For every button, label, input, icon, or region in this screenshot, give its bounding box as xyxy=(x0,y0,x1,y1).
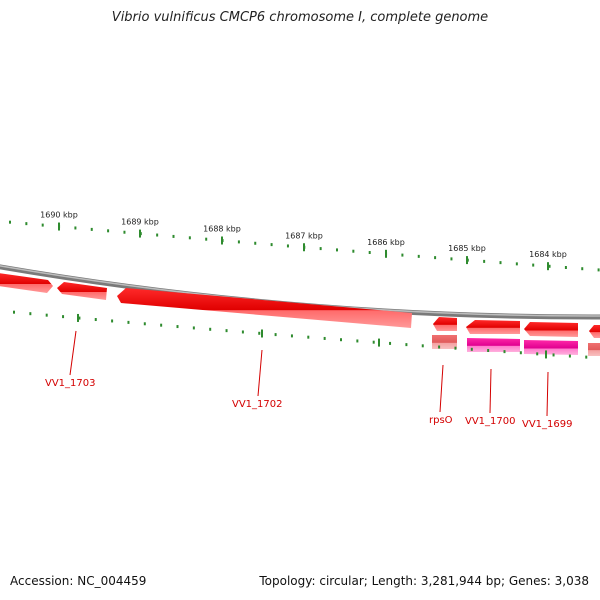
leader-line xyxy=(546,371,549,417)
scale-tick-label: 1686 kbp xyxy=(367,238,405,247)
leader-line xyxy=(489,368,492,414)
outer-scale-ring xyxy=(9,220,600,272)
gene-vv1-1700-red[interactable] xyxy=(466,320,520,334)
map-title: Vibrio vulnificus CMCP6 chromosome I, co… xyxy=(111,10,489,25)
gene-rpso[interactable] xyxy=(433,317,457,331)
scale-tick-label: 1684 kbp xyxy=(529,250,567,259)
gene-label-vv1-1699[interactable]: VV1_1699 xyxy=(522,419,573,430)
gene-label-leaders xyxy=(69,330,549,417)
gene-label-vv1-1703[interactable]: VV1_1703 xyxy=(45,378,96,389)
outer-scale-labels: 1690 kbp 1689 kbp 1688 kbp 1687 kbp 1686 kbp… xyxy=(40,211,567,260)
gene-vv1-1700[interactable] xyxy=(467,338,520,352)
scale-tick-label: 1685 kbp xyxy=(448,244,486,253)
scale-tick-label: 1687 kbp xyxy=(285,231,323,240)
gene-vv1-1704[interactable] xyxy=(0,273,53,293)
gene-vv1-1703[interactable] xyxy=(57,282,107,300)
gene-vv1-1699[interactable] xyxy=(524,340,578,355)
leader-line xyxy=(69,330,77,376)
leader-line xyxy=(439,364,444,413)
scale-tick-label: 1688 kbp xyxy=(203,225,241,234)
scale-tick-label: 1689 kbp xyxy=(121,218,159,227)
gene-vv1-1702[interactable] xyxy=(117,288,412,328)
topology-summary: Topology: circular; Length: 3,281,944 bp… xyxy=(259,574,589,588)
gene-vv1-1699-red[interactable] xyxy=(524,322,578,337)
gene-label-vv1-1700[interactable]: VV1_1700 xyxy=(465,416,516,427)
gene-vv1-1701[interactable] xyxy=(432,335,457,349)
scale-tick-label: 1690 kbp xyxy=(40,211,78,220)
gene-label-rpso[interactable]: rpsO xyxy=(429,415,453,426)
leader-line xyxy=(257,349,263,397)
accession-label: Accession: NC_004459 xyxy=(10,574,147,588)
gene-vv1-1698[interactable] xyxy=(588,325,600,356)
inner-scale-ring xyxy=(13,310,588,359)
gene-label-vv1-1702[interactable]: VV1_1702 xyxy=(232,399,283,410)
